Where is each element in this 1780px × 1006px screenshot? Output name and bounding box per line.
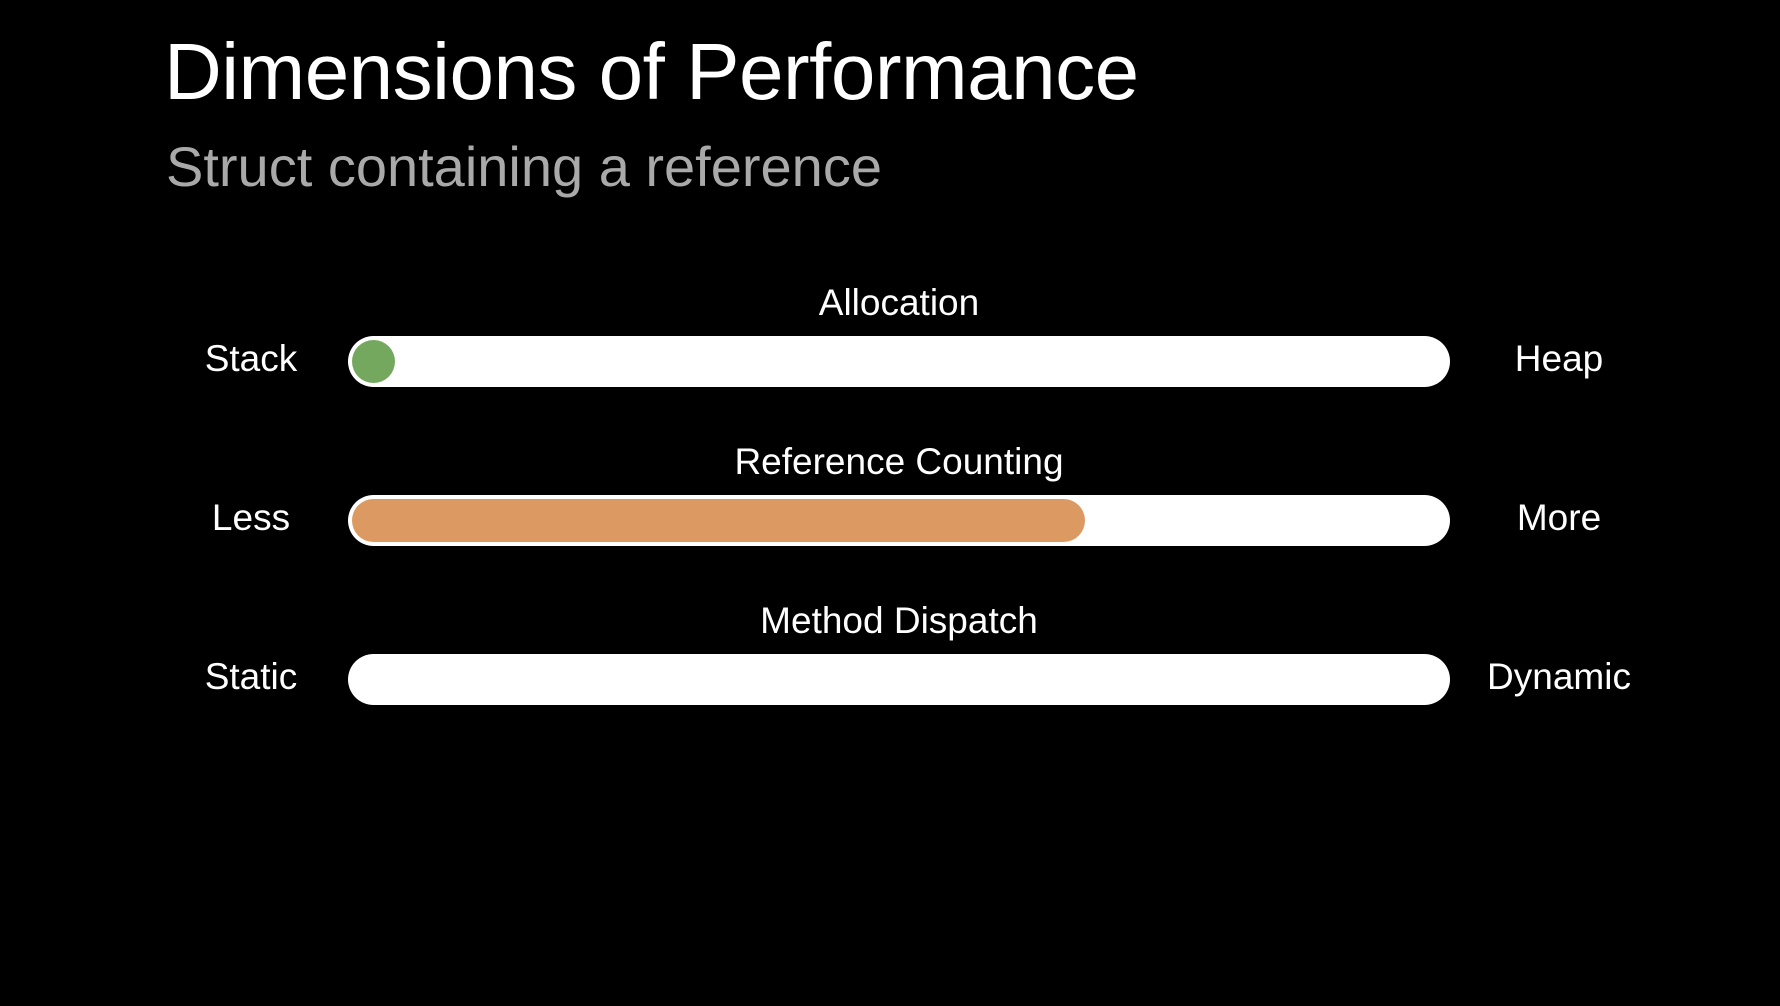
metric-left-label-reference-counting: Less	[211, 497, 291, 538]
slide-subtitle: Struct containing a reference	[166, 135, 882, 198]
metric-allocation: Allocation Stack Heap	[0, 282, 1780, 412]
metric-track-reference-counting	[348, 495, 1450, 546]
metric-fill-allocation	[352, 340, 395, 383]
metric-method-dispatch: Method Dispatch Static Dynamic	[0, 600, 1780, 730]
metric-fill-reference-counting	[352, 499, 1085, 542]
metric-left-label-method-dispatch: Static	[204, 656, 298, 697]
metric-reference-counting: Reference Counting Less More	[0, 441, 1780, 571]
metric-label-reference-counting: Reference Counting	[734, 441, 1064, 482]
metric-track-allocation	[348, 336, 1450, 387]
metric-right-label-reference-counting: More	[1516, 497, 1602, 538]
metric-left-label-allocation: Stack	[204, 338, 298, 379]
metric-label-method-dispatch: Method Dispatch	[760, 600, 1038, 641]
metric-right-label-method-dispatch: Dynamic	[1487, 656, 1631, 697]
metric-right-label-allocation: Heap	[1514, 338, 1604, 379]
metric-label-allocation: Allocation	[818, 282, 980, 323]
slide-title: Dimensions of Performance	[164, 27, 1139, 116]
metric-track-method-dispatch	[348, 654, 1450, 705]
